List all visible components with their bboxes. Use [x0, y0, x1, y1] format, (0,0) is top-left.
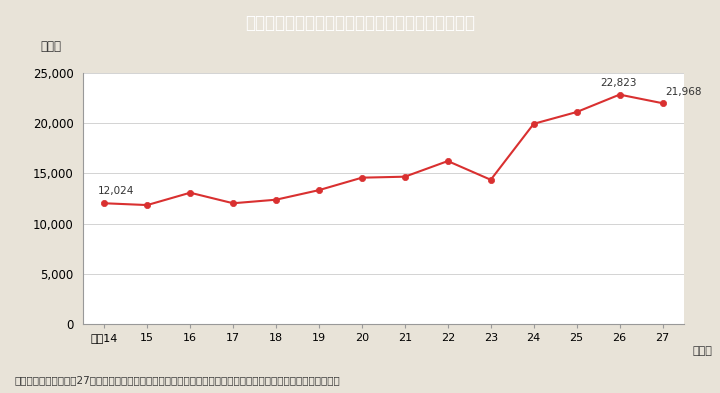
Text: （備考）警察庁「平成27年におけるストーカー事案及び配偶者からの暴力事案等の対応状況について」より作成。: （備考）警察庁「平成27年におけるストーカー事案及び配偶者からの暴力事案等の対応… — [14, 375, 340, 385]
Text: 12,024: 12,024 — [97, 185, 134, 196]
Text: Ｉ－５－６図　ストーカー事案の相談等件数の推移: Ｉ－５－６図 ストーカー事案の相談等件数の推移 — [245, 14, 475, 31]
Text: （件）: （件） — [41, 40, 62, 53]
Text: （年）: （年） — [693, 347, 712, 356]
Text: 21,968: 21,968 — [665, 87, 702, 97]
Text: 22,823: 22,823 — [600, 78, 636, 88]
